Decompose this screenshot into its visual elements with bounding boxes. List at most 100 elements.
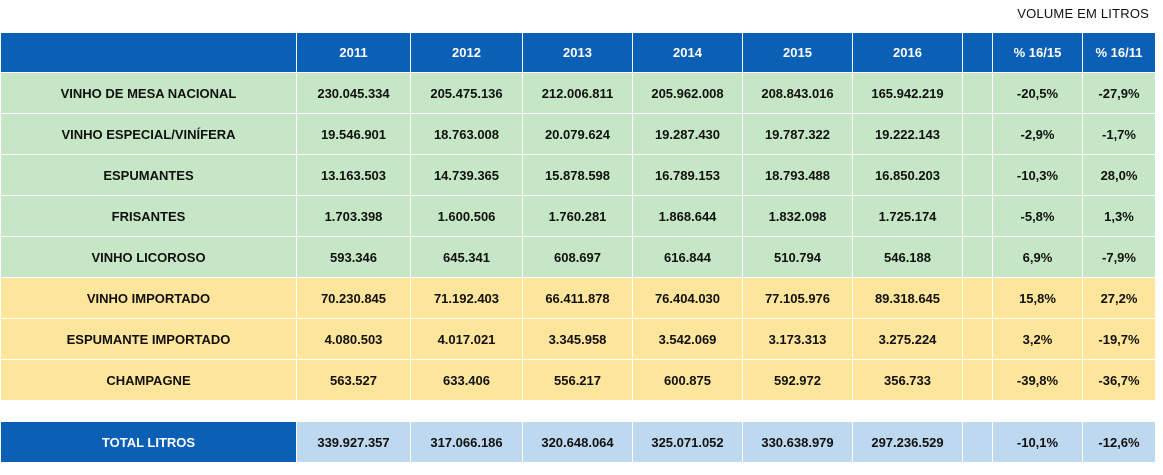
value-cell: 4.080.503 [296, 318, 411, 360]
row-label: VINHO IMPORTADO [0, 277, 297, 319]
value-cell: 18.793.488 [742, 154, 853, 196]
value-cell: 76.404.030 [632, 277, 743, 319]
value-cell: 356.733 [852, 359, 963, 401]
header-gap [962, 32, 993, 73]
total-value-cell: 339.927.357 [296, 421, 411, 463]
table-row: VINHO IMPORTADO 70.230.845 71.192.403 66.41… [0, 277, 1156, 319]
gap-cell [962, 421, 993, 463]
gap-cell [962, 236, 993, 278]
value-cell: 71.192.403 [410, 277, 523, 319]
header-pct-16-15: % 16/15 [992, 32, 1083, 73]
header-pct-16-11: % 16/11 [1082, 32, 1156, 73]
row-label: CHAMPAGNE [0, 359, 297, 401]
table-row: FRISANTES 1.703.398 1.600.506 1.760.281 1.86… [0, 195, 1156, 237]
value-cell: 510.794 [742, 236, 853, 278]
value-cell: 18.763.008 [410, 113, 523, 155]
value-cell: 14.739.365 [410, 154, 523, 196]
table-row: VINHO LICOROSO 593.346 645.341 608.697 616.8… [0, 236, 1156, 278]
header-year: 2012 [410, 32, 523, 73]
value-cell: 600.875 [632, 359, 743, 401]
pct-16-11-cell: 1,3% [1082, 195, 1156, 237]
total-value-cell: 317.066.186 [410, 421, 523, 463]
header-year: 2013 [522, 32, 633, 73]
value-cell: 3.275.224 [852, 318, 963, 360]
value-cell: 205.962.008 [632, 72, 743, 114]
value-cell: 15.878.598 [522, 154, 633, 196]
value-cell: 1.600.506 [410, 195, 523, 237]
pct-16-15-cell: 6,9% [992, 236, 1083, 278]
value-cell: 19.222.143 [852, 113, 963, 155]
value-cell: 16.850.203 [852, 154, 963, 196]
total-value-cell: 325.071.052 [632, 421, 743, 463]
value-cell: 633.406 [410, 359, 523, 401]
value-cell: 77.105.976 [742, 277, 853, 319]
gap-cell [962, 113, 993, 155]
total-value-cell: 297.236.529 [852, 421, 963, 463]
gap-cell [962, 359, 993, 401]
header-year: 2011 [296, 32, 411, 73]
value-cell: 4.017.021 [410, 318, 523, 360]
total-pct-16-15-cell: -10,1% [992, 421, 1083, 463]
gap-cell [962, 318, 993, 360]
gap-cell [962, 154, 993, 196]
value-cell: 1.725.174 [852, 195, 963, 237]
pct-16-15-cell: -39,8% [992, 359, 1083, 401]
header-row: 2011 2012 2013 2014 2015 2016 % 16/15 % … [0, 32, 1156, 73]
value-cell: 13.163.503 [296, 154, 411, 196]
value-cell: 20.079.624 [522, 113, 633, 155]
row-label: FRISANTES [0, 195, 297, 237]
pct-16-11-cell: -27,9% [1082, 72, 1156, 114]
value-cell: 3.542.069 [632, 318, 743, 360]
pct-16-15-cell: -10,3% [992, 154, 1083, 196]
value-cell: 66.411.878 [522, 277, 633, 319]
table-row: ESPUMANTE IMPORTADO 4.080.503 4.017.021 3.3… [0, 318, 1156, 360]
row-label: ESPUMANTE IMPORTADO [0, 318, 297, 360]
value-cell: 1.868.644 [632, 195, 743, 237]
total-value-cell: 320.648.064 [522, 421, 633, 463]
value-cell: 1.760.281 [522, 195, 633, 237]
value-cell: 1.703.398 [296, 195, 411, 237]
pct-16-15-cell: 15,8% [992, 277, 1083, 319]
value-cell: 208.843.016 [742, 72, 853, 114]
value-cell: 645.341 [410, 236, 523, 278]
row-label: VINHO DE MESA NACIONAL [0, 72, 297, 114]
table-row: VINHO DE MESA NACIONAL 230.045.334 205.475… [0, 72, 1156, 114]
table-row: CHAMPAGNE 563.527 633.406 556.217 600.875 592… [0, 359, 1156, 401]
value-cell: 19.546.901 [296, 113, 411, 155]
table-row: ESPUMANTES 13.163.503 14.739.365 15.878.598… [0, 154, 1156, 196]
value-cell: 593.346 [296, 236, 411, 278]
header-year: 2015 [742, 32, 853, 73]
value-cell: 616.844 [632, 236, 743, 278]
pct-16-11-cell: 28,0% [1082, 154, 1156, 196]
value-cell: 230.045.334 [296, 72, 411, 114]
value-cell: 19.287.430 [632, 113, 743, 155]
value-cell: 205.475.136 [410, 72, 523, 114]
row-label: ESPUMANTES [0, 154, 297, 196]
pct-16-15-cell: 3,2% [992, 318, 1083, 360]
value-cell: 592.972 [742, 359, 853, 401]
total-label: TOTAL LITROS [0, 421, 297, 463]
pct-16-11-cell: -36,7% [1082, 359, 1156, 401]
pct-16-11-cell: -1,7% [1082, 113, 1156, 155]
header-label-cell [0, 32, 297, 73]
total-row: TOTAL LITROS 339.927.357 317.066.186 320.64… [0, 421, 1156, 463]
value-cell: 563.527 [296, 359, 411, 401]
value-cell: 3.345.958 [522, 318, 633, 360]
pct-16-15-cell: -20,5% [992, 72, 1083, 114]
header-year: 2016 [852, 32, 963, 73]
value-cell: 16.789.153 [632, 154, 743, 196]
header-year: 2014 [632, 32, 743, 73]
row-label: VINHO LICOROSO [0, 236, 297, 278]
gap-cell [962, 277, 993, 319]
total-pct-16-11-cell: -12,6% [1082, 421, 1156, 463]
spacer-cell [0, 400, 1156, 422]
value-cell: 212.006.811 [522, 72, 633, 114]
value-cell: 89.318.645 [852, 277, 963, 319]
pct-16-15-cell: -5,8% [992, 195, 1083, 237]
table-row: VINHO ESPECIAL/VINÍFERA 19.546.901 18.763.… [0, 113, 1156, 155]
gap-cell [962, 195, 993, 237]
value-cell: 70.230.845 [296, 277, 411, 319]
value-cell: 556.217 [522, 359, 633, 401]
gap-cell [962, 72, 993, 114]
spacer-row [0, 400, 1156, 422]
